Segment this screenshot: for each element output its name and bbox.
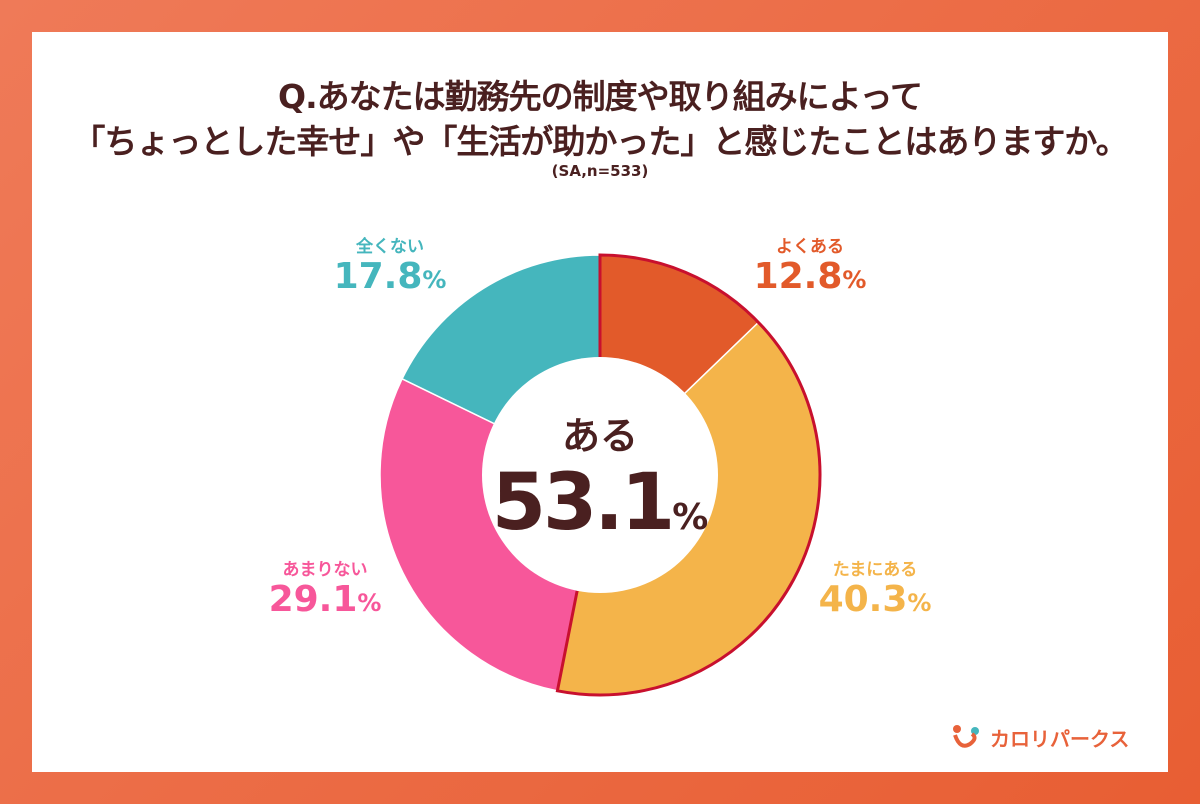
center-label-name: ある — [561, 414, 638, 458]
center-value: 53.1 — [491, 458, 675, 548]
logo-icon — [953, 725, 979, 748]
slice-name: よくある — [776, 237, 844, 257]
logo: カロリパークス — [950, 722, 1129, 752]
slice-value: 12.8 — [753, 256, 843, 297]
slice-value: 29.1 — [268, 579, 358, 620]
sample-note: (SA,n=533) — [551, 162, 649, 180]
slice-name: 全くない — [356, 237, 424, 257]
logo-text: カロリパークス — [990, 726, 1130, 751]
slice-label-2: あまりない 29.1% — [255, 555, 395, 623]
slice-label-1: たまにある 40.3% — [805, 555, 945, 623]
slice-value: 40.3 — [818, 579, 908, 620]
unit: % — [357, 589, 382, 617]
donut-hole — [482, 357, 718, 593]
slice-name: あまりない — [282, 560, 368, 580]
unit: % — [422, 266, 447, 294]
slice-label-0: よくある 12.8% — [740, 232, 880, 300]
unit: % — [842, 266, 867, 294]
center-unit: % — [672, 497, 709, 538]
center-label: ある 53.1% — [480, 405, 720, 561]
highlight-outline — [555, 253, 822, 697]
slice-name: たまにある — [832, 560, 918, 580]
slice-label-3: 全くない 17.8% — [320, 232, 460, 300]
slice-value: 17.8 — [333, 256, 423, 297]
unit: % — [907, 589, 932, 617]
chart-title-line2: 「ちょっとした幸せ」や「生活が助かった」と感じたことはありますか。 — [72, 122, 1128, 161]
chart-title-line1: Q.あなたは勤務先の制度や取り組みによって — [278, 77, 923, 116]
